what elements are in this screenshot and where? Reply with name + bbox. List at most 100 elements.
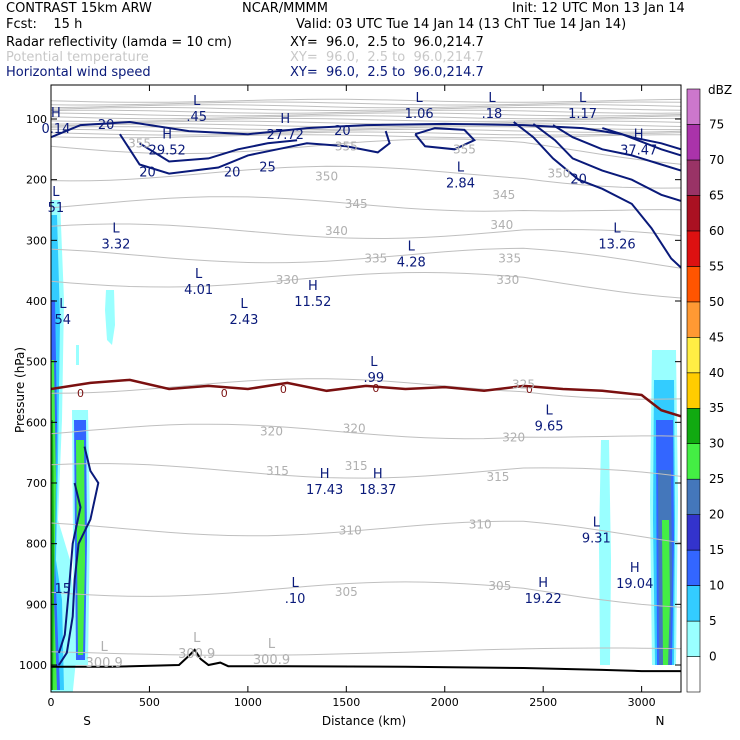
init-time: Init: 12 UTC Mon 13 Jan 14 — [512, 1, 685, 16]
wind-line-7 — [602, 127, 681, 151]
extremum-value: 9.65 — [535, 419, 564, 434]
y-tick-label: 1000 — [19, 659, 47, 672]
extremum-marker-L: L — [52, 185, 60, 200]
colorbar-segment — [686, 407, 701, 445]
field-xy-theta: XY= 96.0, 2.5 to 96.0,214.7 — [290, 50, 484, 65]
theta-label-305: 305 — [488, 579, 511, 593]
extremum-marker-H: H — [51, 106, 61, 121]
x-tick-label: 1500 — [332, 696, 360, 709]
theta-label-310: 310 — [469, 517, 492, 531]
theta-line-315 — [51, 463, 681, 479]
colorbar-level-label: 5 — [709, 614, 717, 628]
theta-label-335: 335 — [364, 252, 387, 266]
colorbar-level-label: 40 — [709, 366, 724, 380]
wind-line-9 — [57, 482, 82, 654]
extremum-value: 0.14 — [41, 122, 70, 137]
plot-frame — [50, 84, 682, 693]
extremum-marker-L: L — [613, 221, 621, 236]
theta-label-325: 325 — [512, 378, 535, 392]
institution-label: NCAR/MMMM — [242, 1, 328, 16]
colorbar-segment — [686, 514, 701, 551]
wind-line-2 — [139, 139, 298, 163]
extremum-marker-L: L — [112, 221, 120, 236]
model-title: CONTRAST 15km ARW — [6, 1, 152, 16]
theta-label-355: 355 — [335, 139, 358, 153]
extremum-value: 9.31 — [582, 532, 611, 547]
wind-label-25: 25 — [259, 161, 276, 176]
colorbar-segment — [686, 620, 701, 657]
extremum-value: 37.47 — [620, 143, 657, 158]
colorbar-level-label: 65 — [709, 188, 724, 202]
colorbar-segment — [686, 372, 701, 409]
extremum-marker-L: L — [457, 161, 465, 176]
theta-label-315: 315 — [345, 459, 368, 473]
end-label-north: N — [656, 714, 665, 728]
extremum-value: .18 — [482, 107, 503, 122]
colorbar-segment — [686, 88, 701, 125]
extremum-marker-L: L — [193, 631, 201, 646]
theta-line-upper — [51, 117, 681, 122]
extremum-value: 2.84 — [446, 177, 475, 192]
extremum-marker-H: H — [308, 279, 318, 294]
forecast-hour: Fcst: 15 h — [6, 17, 83, 32]
theta-line-335 — [51, 247, 681, 269]
extremum-value: 29.52 — [149, 143, 186, 158]
contour-labels: 0 0 0 0 0 355 355 355 350 350 345 345 340 340 335 335 33… — [41, 91, 657, 671]
echo-patch-300km — [105, 290, 115, 345]
wind-line-4 — [513, 121, 681, 269]
echo-shaft-30 — [76, 440, 85, 655]
extremum-value: .45 — [186, 110, 207, 125]
theta-label-305: 305 — [335, 585, 358, 599]
colorbar-segment — [686, 230, 701, 267]
theta-line-330 — [51, 271, 681, 299]
wind-contours — [51, 120, 681, 666]
theta-line-305 — [51, 581, 681, 608]
extremum-value: 2.43 — [229, 313, 258, 328]
theta-label-355: 355 — [453, 142, 476, 156]
extremum-value: .99 — [364, 371, 385, 386]
colorbar-level-label: 35 — [709, 401, 724, 415]
theta-line-345 — [51, 196, 681, 212]
y-tick-label: 900 — [26, 598, 47, 611]
theta-line-upper — [51, 101, 681, 106]
wind-label-15: 15 — [55, 582, 72, 597]
freezing-level-label: 0 — [372, 382, 379, 395]
colorbar-level-label: 15 — [709, 543, 724, 557]
theta-line-upper — [51, 115, 681, 120]
wind-line-6 — [552, 124, 681, 172]
extremum-marker-H: H — [320, 467, 330, 482]
colorbar-segment — [686, 301, 701, 338]
echo-patch-small — [76, 345, 79, 365]
extremum-marker-L: L — [195, 267, 203, 282]
extremum-marker-L: L — [240, 297, 248, 312]
colorbar-segment — [686, 195, 701, 232]
extremum-marker-L: L — [193, 94, 201, 109]
theta-line-upper — [51, 123, 681, 128]
extremum-value: 300.9 — [178, 647, 215, 662]
theta-label-315: 315 — [486, 470, 509, 484]
y-tick-label: 800 — [26, 538, 47, 551]
extremum-marker-L: L — [545, 403, 553, 418]
wind-line-3 — [414, 127, 476, 151]
wind-line-8 — [58, 446, 100, 666]
theta-contours — [51, 98, 681, 656]
echo-north-30 — [662, 520, 670, 665]
colorbar-level-label: 10 — [709, 579, 724, 593]
y-tick-label: 700 — [26, 477, 47, 490]
wind-label-20: 20 — [139, 165, 156, 180]
x-tick-label: 2000 — [431, 696, 459, 709]
y-tick-label: 400 — [26, 295, 47, 308]
field-name-theta: Potential temperature — [6, 50, 149, 65]
colorbar-level-label: 75 — [709, 117, 724, 131]
extremum-marker-L: L — [59, 297, 67, 312]
extremum-value: 17.43 — [306, 483, 343, 498]
echo-north-2800 — [599, 440, 611, 665]
colorbar-segment — [686, 478, 701, 516]
extremum-marker-H: H — [162, 127, 172, 142]
terrain-line — [51, 648, 681, 673]
theta-line-upper — [51, 106, 681, 111]
theta-line-upper — [51, 98, 681, 103]
terrain-profile — [51, 648, 681, 673]
colorbar-segment — [686, 443, 701, 480]
x-tick-label: 0 — [48, 696, 55, 709]
